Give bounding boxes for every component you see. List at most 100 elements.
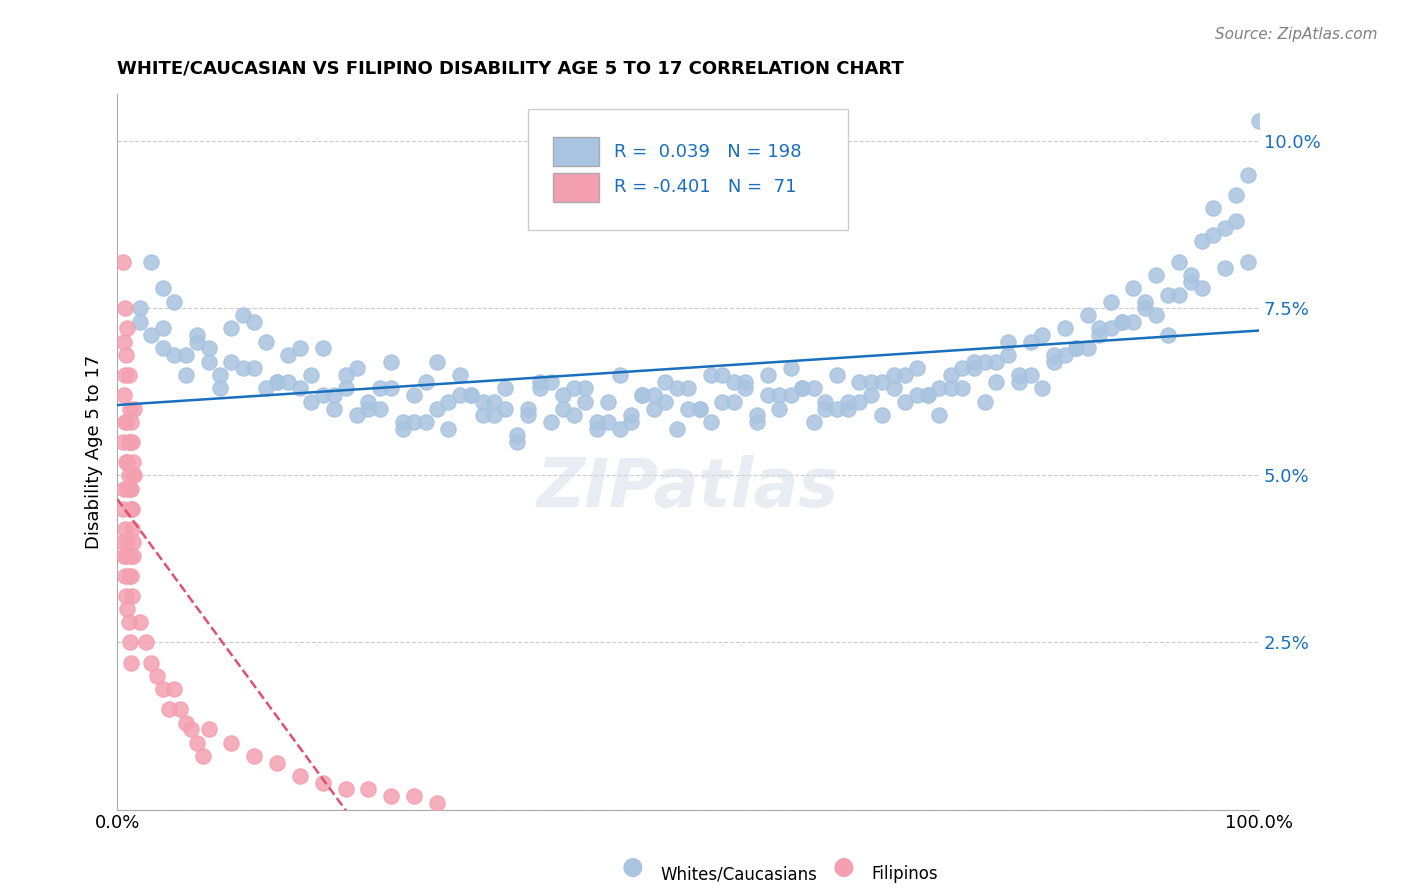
Point xyxy=(129,315,152,329)
Point xyxy=(404,789,426,804)
Point xyxy=(471,395,494,409)
Point xyxy=(780,388,803,402)
Point xyxy=(117,568,139,582)
Point xyxy=(141,328,163,343)
Point xyxy=(117,615,139,630)
Point xyxy=(1202,227,1225,242)
Point xyxy=(169,702,191,716)
Point xyxy=(221,355,243,369)
Point xyxy=(803,382,825,396)
Point xyxy=(745,415,768,429)
Point xyxy=(1111,315,1133,329)
Point xyxy=(1180,275,1202,289)
Point xyxy=(986,355,1008,369)
Point xyxy=(689,401,711,416)
Point xyxy=(380,382,402,396)
Text: Filipinos: Filipinos xyxy=(872,865,938,883)
Point xyxy=(711,395,734,409)
Point xyxy=(700,368,723,383)
Point xyxy=(266,756,288,770)
Point xyxy=(1180,268,1202,282)
Point xyxy=(335,782,357,797)
Point xyxy=(120,501,142,516)
Point xyxy=(180,723,202,737)
Point xyxy=(1213,221,1236,235)
Point xyxy=(598,395,620,409)
Point xyxy=(756,388,779,402)
Point xyxy=(299,395,322,409)
Y-axis label: Disability Age 5 to 17: Disability Age 5 to 17 xyxy=(86,355,103,549)
Point xyxy=(1191,281,1213,295)
Point xyxy=(997,334,1019,349)
Point xyxy=(837,395,859,409)
Point xyxy=(723,375,745,389)
Point xyxy=(114,415,136,429)
Point xyxy=(122,535,145,549)
Point xyxy=(1077,342,1099,356)
Point xyxy=(129,615,152,630)
Point xyxy=(825,368,848,383)
Point xyxy=(335,368,357,383)
Point xyxy=(335,382,357,396)
Point xyxy=(124,401,146,416)
Point xyxy=(1157,288,1180,302)
Point xyxy=(665,421,688,435)
Point xyxy=(404,388,426,402)
Point xyxy=(121,501,143,516)
Point xyxy=(152,281,174,295)
Point xyxy=(1122,315,1144,329)
Point xyxy=(883,368,905,383)
Point xyxy=(689,401,711,416)
Point xyxy=(734,382,756,396)
Point xyxy=(111,434,134,449)
Point xyxy=(114,368,136,383)
Point xyxy=(745,409,768,423)
Point xyxy=(346,409,368,423)
Point xyxy=(117,368,139,383)
Point xyxy=(277,348,299,362)
Point xyxy=(114,568,136,582)
Point xyxy=(1191,235,1213,249)
Point xyxy=(124,468,146,483)
Point xyxy=(792,382,814,396)
Point xyxy=(814,395,837,409)
Point xyxy=(115,549,138,563)
Point xyxy=(962,355,984,369)
Point xyxy=(117,482,139,496)
Point xyxy=(266,375,288,389)
Point xyxy=(243,749,266,764)
Point xyxy=(114,522,136,536)
Point xyxy=(529,375,551,389)
Point xyxy=(115,348,138,362)
Point xyxy=(551,388,574,402)
Point xyxy=(1031,382,1053,396)
Point xyxy=(551,401,574,416)
Point xyxy=(1144,308,1167,322)
Point xyxy=(449,388,471,402)
Point xyxy=(711,368,734,383)
Text: Source: ZipAtlas.com: Source: ZipAtlas.com xyxy=(1215,27,1378,42)
Point xyxy=(1031,328,1053,343)
Point xyxy=(585,421,607,435)
Point xyxy=(562,409,585,423)
Point xyxy=(768,401,790,416)
Point xyxy=(312,342,335,356)
Point xyxy=(288,382,311,396)
Point xyxy=(654,375,676,389)
Point xyxy=(112,388,135,402)
Point xyxy=(391,421,413,435)
Point xyxy=(312,388,335,402)
Text: ●: ● xyxy=(832,855,855,880)
FancyBboxPatch shape xyxy=(554,137,599,166)
Point xyxy=(117,434,139,449)
Point xyxy=(1225,214,1247,228)
Point xyxy=(574,395,596,409)
Point xyxy=(114,301,136,316)
Point xyxy=(323,388,346,402)
Point xyxy=(1133,294,1156,309)
Point xyxy=(894,368,917,383)
Point xyxy=(391,415,413,429)
Point xyxy=(135,635,157,649)
Point xyxy=(288,769,311,783)
Point xyxy=(1019,334,1042,349)
